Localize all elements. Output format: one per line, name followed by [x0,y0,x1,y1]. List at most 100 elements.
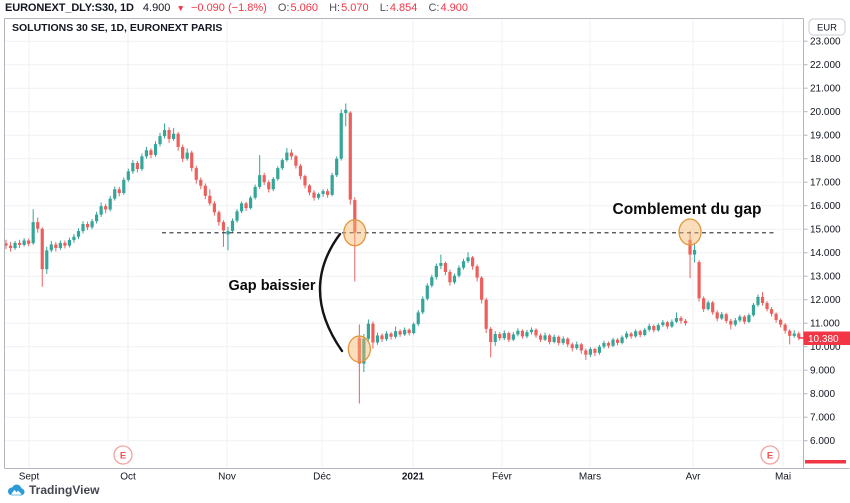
candle-body [484,299,488,329]
candle-body [194,168,198,180]
comblement-du-gap-label[interactable]: Comblement du gap [613,201,762,218]
candle-body [656,325,660,331]
symbol-name[interactable]: EURONEXT_DLY:S30, 1D [5,2,134,14]
candle-body [747,315,751,322]
open-label: O: [277,2,290,14]
candle-body [362,338,366,364]
candle-body [475,266,479,278]
y-axis-label: 18.000 [810,154,841,165]
x-axis-label: Sept [19,472,40,483]
candle-body [738,316,742,321]
candle-body [452,275,457,283]
candle-body [172,133,176,139]
y-axis-label: 17.000 [810,178,841,189]
low-label: L: [379,2,389,14]
session-break-bar [805,460,846,464]
candle-body [520,330,525,337]
candle-body [412,324,416,334]
candle-body [27,240,31,244]
candle-body [502,333,506,339]
candle-body [534,329,538,336]
candle-body [307,185,312,193]
candle-body [688,239,692,255]
candle-body [371,323,375,343]
candle-body [588,349,592,355]
candle-body [751,304,756,316]
candle-body [190,152,194,169]
highlight-circle[interactable] [347,335,371,363]
candle-body [289,152,293,157]
last-price-badge: 10.380 [799,331,850,345]
candle-body [226,231,230,235]
candle-body [715,312,719,319]
gap-curve-arrow[interactable] [318,232,344,353]
low-value: 4.854 [389,2,418,14]
x-axis-label: Nov [218,472,236,483]
tradingview-logo[interactable]: TradingView [7,483,99,497]
y-axis-label: 7.000 [810,413,835,424]
candle-body [117,189,121,194]
drawing-annotations: Gap baissier Comblement du gap [162,201,777,363]
candle-body [615,339,620,343]
candle-body [543,335,547,340]
candle-body [140,156,144,170]
candle-body [557,336,561,343]
candle-body [303,176,307,186]
candle-body [575,344,579,349]
candle-body [638,331,642,335]
close-label: C: [428,2,440,14]
last-price-value: 4.900 [142,2,171,14]
candle-body [249,197,253,209]
candle-body [566,338,570,345]
candle-body [779,319,783,325]
candle-body [99,206,103,215]
high-label: H: [329,2,341,14]
candle-body [199,179,203,186]
candle-body [357,337,361,364]
candle-body [625,333,629,338]
candle-body [54,244,58,248]
candle-body [511,334,515,340]
candle-body [167,130,171,139]
y-axis-label: 6.000 [810,436,835,447]
candle-body [40,228,44,270]
candle-body [181,146,185,159]
candle-body [425,285,429,299]
candle-body [339,113,343,159]
candle-body [461,261,466,268]
candlestick-series[interactable] [4,103,801,404]
candle-body [45,250,49,270]
earnings-marker[interactable]: E [760,445,780,465]
candle-body [4,243,8,246]
close-value: 4.900 [440,2,468,14]
candle-body [384,333,389,340]
symbol-legend: EURONEXT_DLY:S30, 1D 4.900 ▼ −0.090 (−1.… [5,1,468,17]
candle-body [652,326,656,331]
x-axis-label: Oct [120,472,136,483]
candle-body [416,312,420,325]
candle-body [321,191,325,194]
candle-body [8,245,13,248]
candle-body [122,179,126,194]
candle-body [606,342,611,346]
candle-body [661,322,665,326]
earnings-marker[interactable]: E [113,445,133,465]
candle-body [344,109,348,114]
y-axis-label: 20.000 [810,107,841,118]
candle-body [742,316,746,322]
candle-body [629,333,633,337]
candle-body [63,242,67,246]
highlight-circle[interactable] [343,219,367,247]
candle-body [724,314,728,321]
candle-body [434,265,438,278]
plot-frame [4,18,850,469]
gap-baissier-label[interactable]: Gap baissier [228,278,315,294]
candle-body [538,335,543,340]
candle-body [158,136,162,145]
highlight-circle[interactable] [678,218,702,246]
candle-body [162,130,167,137]
candle-body [593,349,597,353]
candle-body [375,335,380,343]
candle-body [729,320,733,325]
